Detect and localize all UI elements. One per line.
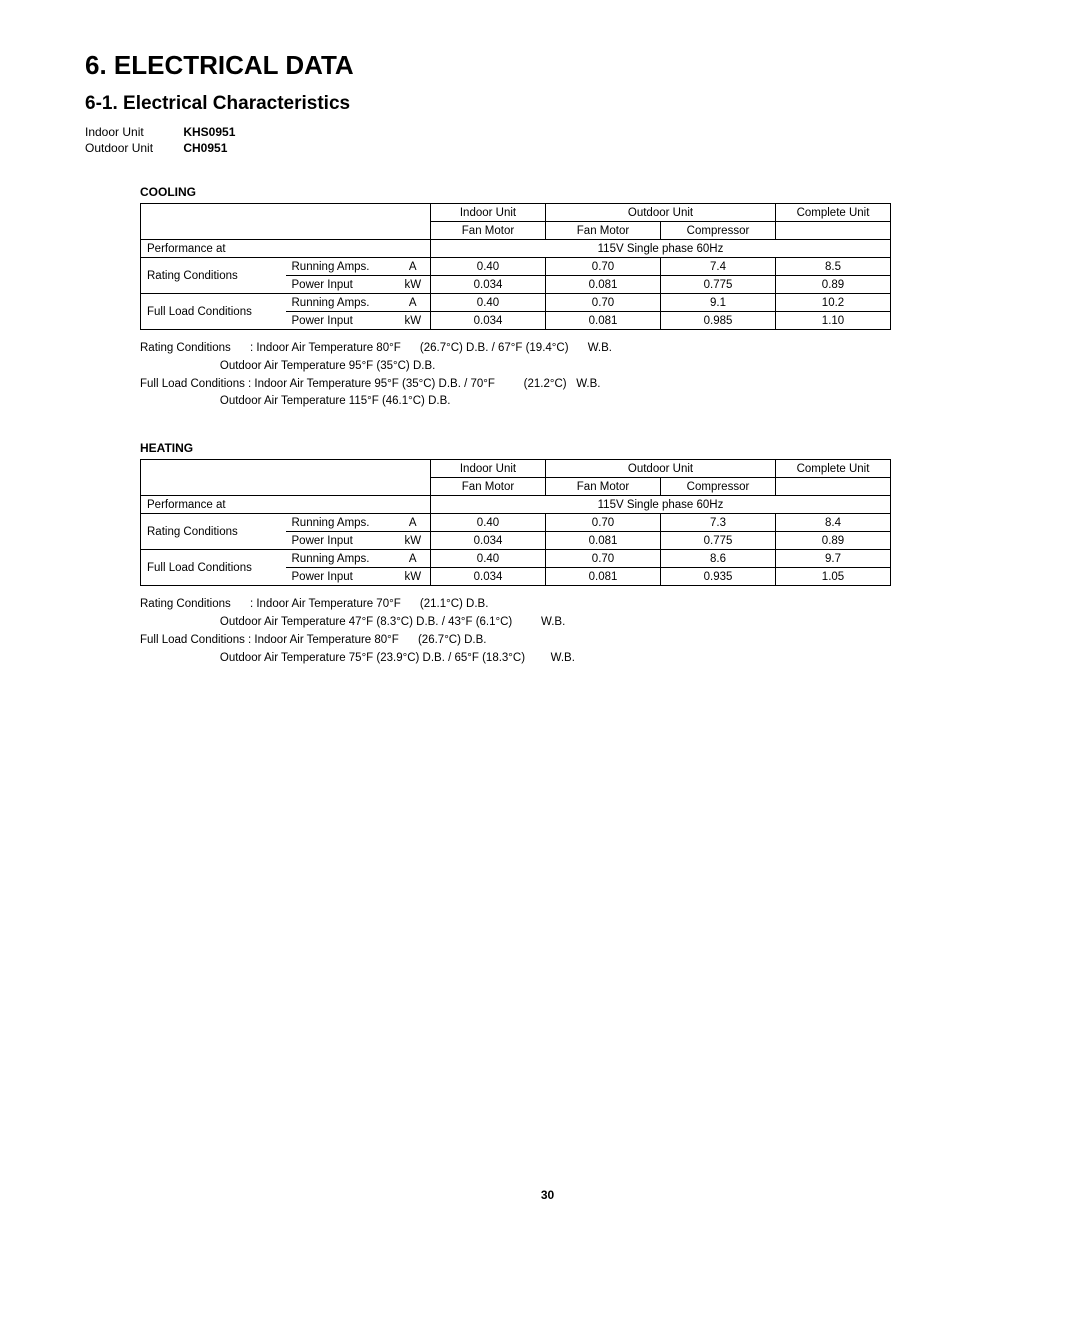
- perf-at: Performance at: [141, 496, 286, 514]
- cell: 0.935: [661, 568, 776, 586]
- note-line: Outdoor Air Temperature 47°F (8.3°C) D.B…: [140, 614, 1010, 632]
- meas-power-input: Power Input: [286, 312, 396, 330]
- note-line: Full Load Conditions : Indoor Air Temper…: [140, 632, 1010, 650]
- meas-running-amps: Running Amps.: [286, 258, 396, 276]
- section-subtitle: 6-1. Electrical Characteristics: [85, 93, 1010, 115]
- cooling-table: Indoor Unit Outdoor Unit Complete Unit F…: [140, 203, 891, 330]
- indoor-unit-row: Indoor Unit KHS0951: [85, 125, 1010, 139]
- cell: 8.5: [776, 258, 891, 276]
- perf-at: Performance at: [141, 240, 286, 258]
- col-fan-motor-in: Fan Motor: [431, 478, 546, 496]
- col-outdoor: Outdoor Unit: [546, 204, 776, 222]
- cell: 0.40: [431, 550, 546, 568]
- full-load-cond: Full Load Conditions: [141, 550, 286, 586]
- table-row: Rating Conditions Running Amps. A 0.40 0…: [141, 258, 891, 276]
- outdoor-unit-row: Outdoor Unit CH0951: [85, 141, 1010, 155]
- heating-table: Indoor Unit Outdoor Unit Complete Unit F…: [140, 459, 891, 586]
- col-complete: Complete Unit: [776, 460, 891, 478]
- table-row: Full Load Conditions Running Amps. A 0.4…: [141, 294, 891, 312]
- meas-running-amps: Running Amps.: [286, 550, 396, 568]
- col-compressor: Compressor: [661, 222, 776, 240]
- note-line: Rating Conditions : Indoor Air Temperatu…: [140, 340, 1010, 358]
- cell: 0.081: [546, 532, 661, 550]
- table-row: Indoor Unit Outdoor Unit Complete Unit: [141, 204, 891, 222]
- col-fan-motor-out: Fan Motor: [546, 222, 661, 240]
- rating-cond: Rating Conditions: [141, 514, 286, 550]
- cell: 0.40: [431, 258, 546, 276]
- cooling-notes: Rating Conditions : Indoor Air Temperatu…: [140, 340, 1010, 411]
- cell: 0.89: [776, 532, 891, 550]
- cell: 0.70: [546, 550, 661, 568]
- meas-running-amps: Running Amps.: [286, 514, 396, 532]
- page-number: 30: [85, 1188, 1010, 1202]
- cell: 0.081: [546, 568, 661, 586]
- cell: 0.70: [546, 258, 661, 276]
- cell: 7.3: [661, 514, 776, 532]
- meas-running-amps: Running Amps.: [286, 294, 396, 312]
- cell: 0.70: [546, 294, 661, 312]
- table-row: Rating Conditions Running Amps. A 0.40 0…: [141, 514, 891, 532]
- cell: 1.10: [776, 312, 891, 330]
- note-line: Outdoor Air Temperature 95°F (35°C) D.B.: [140, 358, 1010, 376]
- col-indoor: Indoor Unit: [431, 460, 546, 478]
- cell: 0.985: [661, 312, 776, 330]
- heating-heading: HEATING: [140, 441, 1010, 455]
- cell: 9.1: [661, 294, 776, 312]
- cell: 8.6: [661, 550, 776, 568]
- heating-notes: Rating Conditions : Indoor Air Temperatu…: [140, 596, 1010, 667]
- unit-a: A: [396, 550, 431, 568]
- cell: 0.034: [431, 312, 546, 330]
- unit-kw: kW: [396, 568, 431, 586]
- unit-a: A: [396, 258, 431, 276]
- cell: 0.775: [661, 532, 776, 550]
- table-row: Performance at 115V Single phase 60Hz: [141, 496, 891, 514]
- cell: 9.7: [776, 550, 891, 568]
- cell: 7.4: [661, 258, 776, 276]
- col-complete: Complete Unit: [776, 204, 891, 222]
- cell: 0.081: [546, 312, 661, 330]
- cell: 0.70: [546, 514, 661, 532]
- col-fan-motor-in: Fan Motor: [431, 222, 546, 240]
- cell: 0.034: [431, 276, 546, 294]
- col-outdoor: Outdoor Unit: [546, 460, 776, 478]
- note-line: Outdoor Air Temperature 115°F (46.1°C) D…: [140, 393, 1010, 411]
- meas-power-input: Power Input: [286, 276, 396, 294]
- meas-power-input: Power Input: [286, 568, 396, 586]
- phase-spec: 115V Single phase 60Hz: [431, 496, 891, 514]
- cell: 0.081: [546, 276, 661, 294]
- cell: 0.40: [431, 514, 546, 532]
- table-row: Performance at 115V Single phase 60Hz: [141, 240, 891, 258]
- note-line: Outdoor Air Temperature 75°F (23.9°C) D.…: [140, 650, 1010, 668]
- table-row: Full Load Conditions Running Amps. A 0.4…: [141, 550, 891, 568]
- page-title: 6. ELECTRICAL DATA: [85, 50, 1010, 81]
- outdoor-unit-model: CH0951: [183, 141, 227, 155]
- unit-kw: kW: [396, 276, 431, 294]
- unit-a: A: [396, 514, 431, 532]
- cell: 8.4: [776, 514, 891, 532]
- meas-power-input: Power Input: [286, 532, 396, 550]
- col-indoor: Indoor Unit: [431, 204, 546, 222]
- unit-kw: kW: [396, 312, 431, 330]
- rating-cond: Rating Conditions: [141, 258, 286, 294]
- cooling-heading: COOLING: [140, 185, 1010, 199]
- cell: 0.40: [431, 294, 546, 312]
- phase-spec: 115V Single phase 60Hz: [431, 240, 891, 258]
- col-compressor: Compressor: [661, 478, 776, 496]
- cell: 0.034: [431, 532, 546, 550]
- indoor-unit-model: KHS0951: [183, 125, 235, 139]
- cell: 1.05: [776, 568, 891, 586]
- full-load-cond: Full Load Conditions: [141, 294, 286, 330]
- note-line: Rating Conditions : Indoor Air Temperatu…: [140, 596, 1010, 614]
- cell: 10.2: [776, 294, 891, 312]
- cell: 0.775: [661, 276, 776, 294]
- col-fan-motor-out: Fan Motor: [546, 478, 661, 496]
- outdoor-unit-label: Outdoor Unit: [85, 141, 180, 155]
- unit-kw: kW: [396, 532, 431, 550]
- table-row: Indoor Unit Outdoor Unit Complete Unit: [141, 460, 891, 478]
- unit-a: A: [396, 294, 431, 312]
- cell: 0.034: [431, 568, 546, 586]
- indoor-unit-label: Indoor Unit: [85, 125, 180, 139]
- note-line: Full Load Conditions : Indoor Air Temper…: [140, 376, 1010, 394]
- cell: 0.89: [776, 276, 891, 294]
